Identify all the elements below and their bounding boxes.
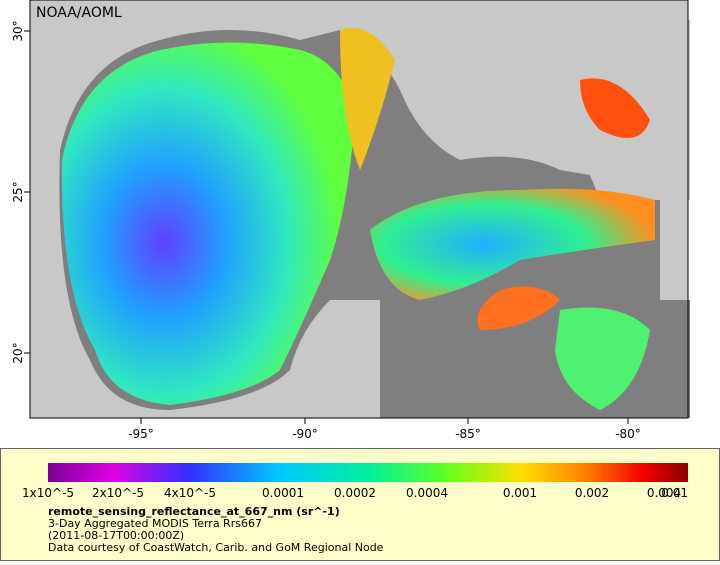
colorbar-tick-label: 4x10^-5 (164, 486, 216, 500)
data-patch (580, 78, 650, 138)
map (29, 0, 690, 419)
colorbar (48, 463, 688, 482)
map-frame (29, 0, 689, 419)
colorbar-tick-label: 0.0002 (334, 486, 376, 500)
legend-line: 3-Day Aggregated MODIS Terra Rrs667 (48, 517, 262, 530)
colorbar-tick-label: 2x10^-5 (92, 486, 144, 500)
colorbar-tick-label: 0.01 (661, 486, 688, 500)
florida (380, 20, 690, 200)
legend-lines: 3-Day Aggregated MODIS Terra Rrs667(2011… (48, 517, 384, 554)
legend-line: (2011-08-17T00:00:00Z) (48, 529, 184, 542)
colorbar-tick-label: 0.002 (575, 486, 609, 500)
lon-tick-label: -90° (292, 427, 318, 441)
data-swath-east (370, 188, 655, 300)
colorbar-tick-label: 0.001 (503, 486, 537, 500)
colorbar-tick-label: 0.0001 (262, 486, 304, 500)
legend-title: remote_sensing_reflectance_at_667_nm (sr… (48, 505, 340, 518)
data-swath-west (61, 42, 355, 405)
lat-tick-label: 25° (11, 181, 25, 202)
data-patch (477, 286, 560, 330)
colorbar-tick-label: 1x10^-5 (22, 486, 74, 500)
axes: -95° -90° -85° -80° 30° 25° 20° (11, 20, 641, 441)
colorbar-ticks: 1x10^-5 2x10^-5 4x10^-5 0.0001 0.0002 0.0004 0… (22, 486, 688, 500)
colorbar-tick-label: 0.004 (647, 486, 681, 500)
lat-tick-label: 30° (11, 20, 25, 41)
data-patch (555, 307, 650, 410)
credit: NOAA/AOML (36, 5, 122, 21)
lon-tick-label: -85° (455, 427, 481, 441)
legend-line: Data courtesy of CoastWatch, Carib. and … (48, 541, 384, 554)
lat-tick-label: 20° (11, 342, 25, 363)
colorbar-tick-label: 0.0004 (406, 486, 448, 500)
lon-tick-label: -95° (128, 427, 154, 441)
lon-tick-label: -80° (615, 427, 641, 441)
data-patch (340, 28, 395, 170)
